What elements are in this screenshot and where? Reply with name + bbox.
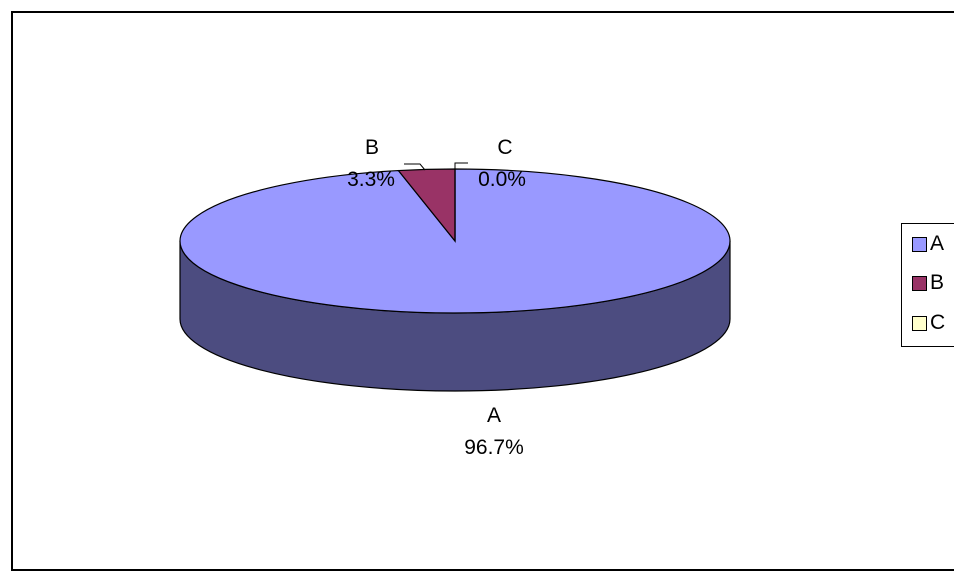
data-label-c-value: 0.0% — [478, 168, 526, 191]
data-label-b-value: 3.3% — [347, 168, 395, 191]
legend-swatch-a — [912, 236, 927, 252]
legend-label-a: A — [930, 232, 945, 255]
legend-item-c: C — [912, 311, 945, 335]
data-label-c-name: C — [497, 136, 512, 159]
legend: A B C — [901, 223, 954, 347]
data-label-a-value: 96.7% — [464, 436, 524, 459]
pie-chart: B 3.3% C 0.0% A 96.7% — [179, 136, 731, 459]
data-label-a-name: A — [487, 404, 501, 427]
legend-swatch-c — [912, 315, 927, 331]
data-label-b-name: B — [365, 136, 379, 159]
legend-swatch-b — [912, 275, 927, 291]
leader-line-b — [404, 163, 426, 171]
legend-item-a: A — [912, 232, 944, 256]
leader-line-c — [454, 162, 468, 170]
legend-label-b: B — [930, 271, 945, 294]
legend-label-c: C — [930, 311, 946, 334]
legend-item-b: B — [912, 271, 944, 295]
chart-area: B 3.3% C 0.0% A 96.7% A B C — [11, 11, 954, 571]
